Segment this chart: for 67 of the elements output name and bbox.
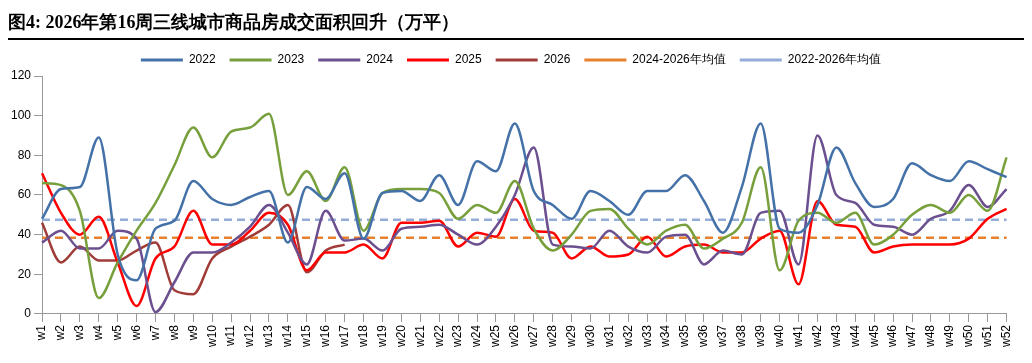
x-tick-label: w15 [299, 324, 314, 348]
x-tick-label: w5 [109, 324, 124, 342]
x-tick-label: w11 [223, 324, 238, 348]
y-tick-label: 120 [10, 68, 32, 83]
x-tick-label: w46 [885, 324, 900, 348]
x-tick-label: w49 [942, 324, 957, 348]
legend-label: 2025 [454, 52, 482, 67]
x-tick-label: w40 [771, 324, 786, 348]
x-tick-label: w20 [393, 324, 408, 348]
x-tick-label: w6 [128, 324, 143, 342]
x-tick-label: w28 [544, 324, 559, 348]
x-tick-label: w29 [563, 324, 578, 348]
x-tick-label: w24 [469, 324, 484, 348]
x-tick-label: w35 [677, 324, 692, 348]
x-tick-label: w18 [355, 324, 370, 348]
x-tick-label: w9 [185, 324, 200, 342]
x-tick-label: w12 [242, 324, 257, 348]
y-tick-label: 0 [24, 306, 32, 321]
y-tick-label: 80 [17, 147, 32, 162]
x-tick-label: w48 [923, 324, 938, 348]
x-tick-label: w21 [412, 324, 427, 348]
x-tick-label: w25 [488, 324, 503, 348]
x-tick-label: w26 [507, 324, 522, 348]
x-tick-label: w2 [53, 324, 68, 342]
x-tick-label: w38 [734, 324, 749, 348]
y-tick-label: 20 [17, 266, 32, 281]
x-tick-label: w17 [336, 324, 351, 348]
legend-label: 2022-2026年均值 [787, 52, 882, 67]
x-tick-label: w23 [450, 324, 465, 348]
x-tick-label: w10 [204, 324, 219, 348]
x-tick-label: w52 [998, 324, 1013, 348]
x-tick-label: w1 [34, 324, 49, 342]
x-tick-label: w22 [431, 324, 446, 348]
legend-label: 2026 [543, 52, 571, 67]
x-tick-label: w3 [72, 324, 87, 342]
legend-label: 2024 [366, 52, 394, 67]
x-tick-label: w13 [261, 324, 276, 348]
x-tick-label: w7 [147, 324, 162, 342]
x-tick-label: w14 [280, 324, 295, 348]
x-tick-label: w36 [696, 324, 711, 348]
x-tick-label: w4 [91, 324, 106, 342]
legend-label: 2023 [277, 52, 305, 67]
chart-title: 图4: 2026年第16周三线城市商品房成交面积回升（万平） [8, 8, 1024, 40]
x-tick-label: w32 [620, 324, 635, 348]
x-tick-label: w8 [166, 324, 181, 342]
x-tick-label: w33 [639, 324, 654, 348]
y-tick-label: 40 [17, 226, 32, 241]
x-tick-label: w42 [809, 324, 824, 348]
x-tick-label: w44 [847, 324, 862, 348]
x-tick-label: w31 [601, 324, 616, 348]
x-tick-label: w27 [526, 324, 541, 348]
x-tick-label: w16 [318, 324, 333, 348]
x-tick-label: w39 [753, 324, 768, 348]
x-tick-label: w34 [658, 324, 673, 348]
x-tick-label: w45 [866, 324, 881, 348]
y-tick-label: 60 [17, 187, 32, 202]
x-tick-label: w37 [715, 324, 730, 348]
x-tick-label: w41 [790, 324, 805, 348]
x-tick-label: w47 [904, 324, 919, 348]
legend-label: 2022 [188, 52, 216, 67]
x-tick-label: w43 [828, 324, 843, 348]
x-tick-label: w50 [961, 324, 976, 348]
x-tick-label: w30 [582, 324, 597, 348]
x-tick-label: w51 [980, 324, 994, 348]
legend-label: 2024-2026年均值 [632, 52, 726, 67]
x-tick-label: w19 [374, 324, 389, 348]
y-tick-label: 100 [10, 107, 32, 122]
